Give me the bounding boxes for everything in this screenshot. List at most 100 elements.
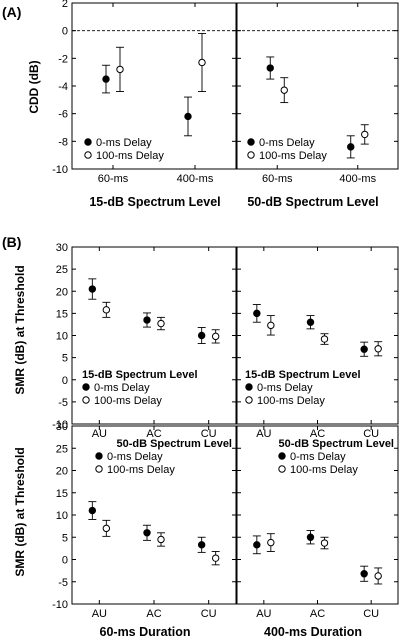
- data-point-open: [267, 538, 275, 547]
- y-tick-label: 2: [62, 0, 68, 10]
- x-tick-label: AC: [146, 608, 161, 620]
- data-point-open: [374, 572, 382, 580]
- legend-marker-filled: [245, 383, 253, 391]
- legend-label-filled: 0-ms Delay: [96, 137, 152, 149]
- y-tick-label: -10: [52, 599, 68, 611]
- data-point-open: [280, 86, 288, 94]
- data-point-open: [198, 58, 206, 67]
- y-tick-label: 0: [62, 26, 68, 38]
- data-point-open: [116, 65, 124, 74]
- y-tick-label: -2: [58, 53, 68, 65]
- data-point-filled: [306, 533, 315, 541]
- y-tick-label: 10: [56, 510, 68, 522]
- b-bottom-label-left: 60-ms Duration: [100, 625, 191, 639]
- x-tick-label: CU: [363, 428, 379, 440]
- y-tick-label: -5: [58, 577, 68, 589]
- y-tick-label: -8: [58, 136, 68, 148]
- data-point-open: [102, 306, 111, 314]
- legend-marker-open: [245, 396, 253, 404]
- legend-title: 50-dB Spectrum Level: [278, 438, 394, 450]
- data-point-open: [320, 335, 329, 343]
- legend-marker-open: [247, 151, 255, 159]
- data-point-filled: [143, 316, 151, 324]
- legend-title: 50-dB Spectrum Level: [116, 438, 232, 450]
- a-bottom-label-right: 50-dB Spectrum Level: [247, 195, 378, 209]
- data-point-filled: [347, 143, 355, 151]
- x-tick-label: AC: [146, 428, 161, 440]
- y-tick-label: 15: [56, 308, 68, 320]
- legend-label-open: 100-ms Delay: [96, 150, 164, 162]
- x-tick-label: 60-ms: [262, 173, 293, 185]
- legend-title: 15-dB Spectrum Level: [82, 369, 198, 381]
- a-ylabel: CDD (dB): [27, 60, 41, 113]
- y-tick-label: 0: [62, 375, 68, 387]
- legend-title: 15-dB Spectrum Level: [245, 369, 361, 381]
- y-tick-label: -10: [52, 419, 68, 431]
- x-tick-label: 400-ms: [177, 173, 214, 185]
- data-point-open: [211, 332, 220, 341]
- x-tick-label: AC: [310, 428, 325, 440]
- data-point-filled: [197, 331, 206, 340]
- data-point-open: [361, 130, 369, 139]
- b-ylabel-bottom: SMR (dB) at Threshold: [13, 447, 27, 576]
- legend-label-open: 100-ms Delay: [259, 150, 327, 162]
- data-point-filled: [306, 318, 315, 326]
- x-tick-label: CU: [363, 608, 379, 620]
- data-point-open: [374, 345, 382, 353]
- legend-label-filled: 0-ms Delay: [259, 137, 315, 149]
- x-tick-label: AU: [92, 608, 107, 620]
- data-point-filled: [102, 75, 110, 83]
- legend-label-open: 100-ms Delay: [107, 464, 175, 476]
- b-bottom-label-right: 400-ms Duration: [264, 625, 362, 639]
- data-point-filled: [197, 541, 206, 549]
- panel-a-left: 2 0 -2 -4 -6 -8 -10 60-ms 400-ms 0-ms Delay100-ms…: [52, 0, 237, 185]
- b-ylabel-top: SMR (dB) at Threshold: [13, 265, 27, 394]
- y-tick-label: 5: [62, 353, 68, 365]
- legend-label-filled: 0-ms Delay: [107, 451, 163, 463]
- x-tick-label: 400-ms: [339, 173, 376, 185]
- legend-marker-filled: [82, 383, 90, 391]
- y-tick-label: 20: [56, 286, 68, 298]
- x-tick-label: AU: [256, 428, 271, 440]
- x-tick-label: AU: [92, 428, 107, 440]
- legend-marker-open: [82, 396, 90, 404]
- legend-marker-filled: [95, 452, 103, 460]
- a-bottom-label-left: 15-dB Spectrum Level: [89, 195, 220, 209]
- y-tick-label: 0: [62, 555, 68, 567]
- x-tick-label: AU: [256, 608, 271, 620]
- y-tick-label: -4: [58, 81, 68, 93]
- x-tick-label: CU: [201, 428, 217, 440]
- data-point-filled: [184, 112, 192, 121]
- data-point-filled: [143, 529, 151, 537]
- y-tick-label: 25: [56, 443, 68, 455]
- legend-label-open: 100-ms Delay: [290, 464, 358, 476]
- data-point-filled: [88, 285, 97, 293]
- legend-marker-filled: [247, 138, 255, 146]
- legend-marker-filled: [84, 138, 92, 146]
- panel-b-top-left: 30 25 20 15 10 5 0 -5 -10 AU AC CU 15-dB Spectrum Le…: [52, 242, 237, 440]
- y-tick-label: 30: [56, 242, 68, 254]
- y-tick-label: -10: [52, 164, 68, 176]
- data-point-filled: [253, 541, 261, 549]
- legend-label-filled: 0-ms Delay: [257, 382, 313, 394]
- legend-label-filled: 0-ms Delay: [290, 451, 346, 463]
- x-tick-label: CU: [201, 608, 217, 620]
- data-point-open: [157, 535, 165, 544]
- data-point-open: [320, 539, 329, 547]
- data-point-open: [157, 319, 165, 328]
- y-tick-label: 10: [56, 331, 68, 343]
- data-point-open: [267, 321, 275, 330]
- y-tick-label: 30: [56, 421, 68, 433]
- data-point-open: [102, 524, 111, 533]
- legend-marker-open: [84, 151, 92, 159]
- legend-label-filled: 0-ms Delay: [94, 382, 150, 394]
- y-tick-label: -6: [58, 109, 68, 121]
- y-tick-label: -5: [58, 397, 68, 409]
- data-point-filled: [253, 309, 261, 318]
- data-point-filled: [88, 506, 97, 515]
